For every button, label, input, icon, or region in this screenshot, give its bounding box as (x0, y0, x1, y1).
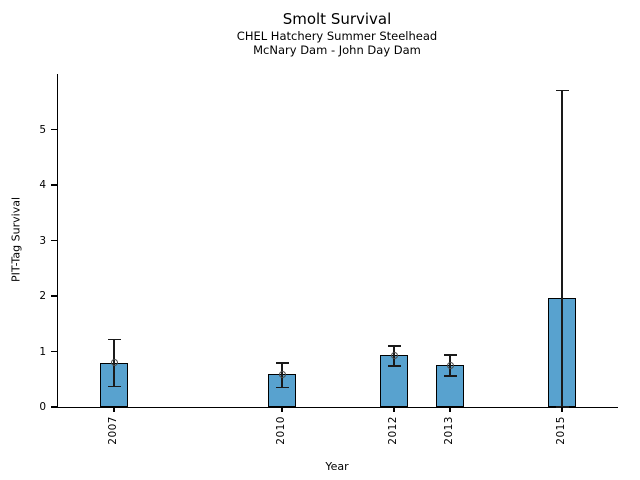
x-axis-tick (281, 407, 283, 412)
error-bar-cap-bottom (387, 365, 401, 367)
error-bar-cap-top (275, 362, 289, 364)
x-axis-tick (561, 407, 563, 412)
error-bar-cap-top (443, 354, 457, 356)
y-axis-tick-label: 4 (39, 179, 46, 191)
point-marker (446, 361, 454, 369)
y-axis-tick-label: 2 (39, 290, 46, 302)
x-axis-tick (393, 407, 395, 412)
x-axis-tick-label: 2007 (107, 416, 119, 445)
chart-header: Smolt Survival CHEL Hatchery Summer Stee… (57, 10, 617, 57)
y-axis-tick (50, 406, 57, 408)
error-bar-cap-top (387, 345, 401, 347)
error-bar-cap-bottom (107, 385, 121, 388)
error-bar-line (561, 90, 563, 407)
x-axis-label: Year (325, 460, 349, 473)
y-axis-tick (50, 128, 57, 131)
y-axis-tick-label: 1 (39, 345, 46, 358)
y-axis-tick-label: 5 (39, 123, 46, 136)
chart-title: Smolt Survival (282, 10, 392, 28)
y-axis-tick (50, 295, 57, 297)
point-marker (110, 359, 118, 367)
x-axis-tick-label: 2015 (555, 416, 567, 445)
y-axis-tick-label: 3 (39, 234, 46, 247)
chart-subtitle-line1: CHEL Hatchery Summer Steelhead (236, 29, 438, 43)
chart-subtitle-line2: McNary Dam - John Day Dam (253, 43, 421, 57)
plot-area: 0 1 2 3 4 5 2007 2010 2012 2013 2015 (39, 74, 618, 445)
y-axis-tick (50, 350, 57, 353)
x-axis-tick (449, 407, 451, 412)
error-bar-cap-top (555, 89, 569, 92)
x-axis-tick-label: 2012 (387, 416, 399, 445)
y-axis-label: PIT-Tag Survival (9, 197, 23, 283)
x-axis-tick (113, 407, 115, 412)
bar (436, 365, 464, 407)
error-bar-cap-bottom (443, 375, 457, 377)
y-axis-tick (50, 239, 57, 242)
point-marker (390, 351, 398, 359)
y-axis-tick (50, 184, 57, 186)
y-axis-tick-label: 0 (39, 401, 46, 413)
x-axis-tick-label: 2010 (275, 416, 287, 445)
error-bar-cap-bottom (275, 386, 289, 389)
x-axis-tick-label: 2013 (443, 416, 455, 445)
point-marker (278, 370, 286, 378)
error-bar-cap-top (107, 338, 121, 341)
